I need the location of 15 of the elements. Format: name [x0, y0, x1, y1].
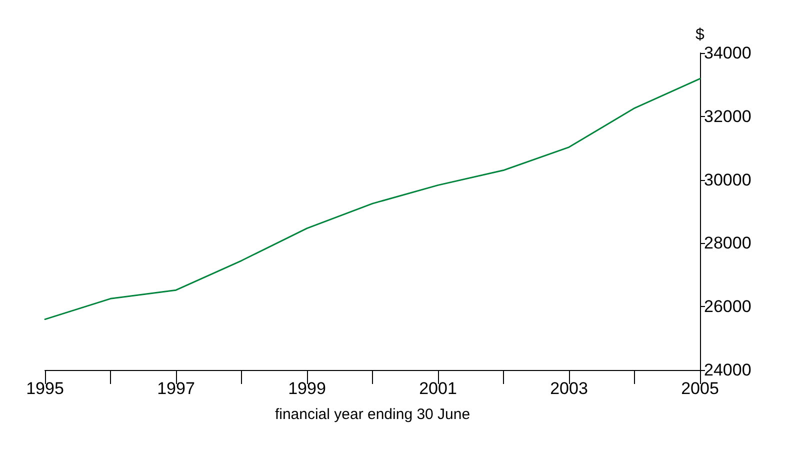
- x-tick-label: 1997: [157, 379, 195, 398]
- x-axis-title: financial year ending 30 June: [274, 406, 470, 423]
- x-tick-label: 2005: [681, 379, 719, 398]
- y-tick-label: 32000: [704, 106, 752, 126]
- x-tick-label: 2003: [550, 379, 588, 398]
- y-tick-label: 26000: [704, 297, 752, 316]
- x-tick-label: 2001: [419, 379, 457, 398]
- x-tick-label: 1999: [288, 379, 326, 398]
- y-tick-label: 34000: [704, 44, 752, 62]
- y-axis-title: $: [696, 26, 705, 44]
- y-tick-label: 28000: [704, 234, 752, 253]
- y-tick-label: 30000: [704, 170, 752, 190]
- line-series: [44, 78, 701, 320]
- x-tick-label: 1995: [26, 379, 64, 398]
- y-tick-label: 24000: [704, 360, 752, 380]
